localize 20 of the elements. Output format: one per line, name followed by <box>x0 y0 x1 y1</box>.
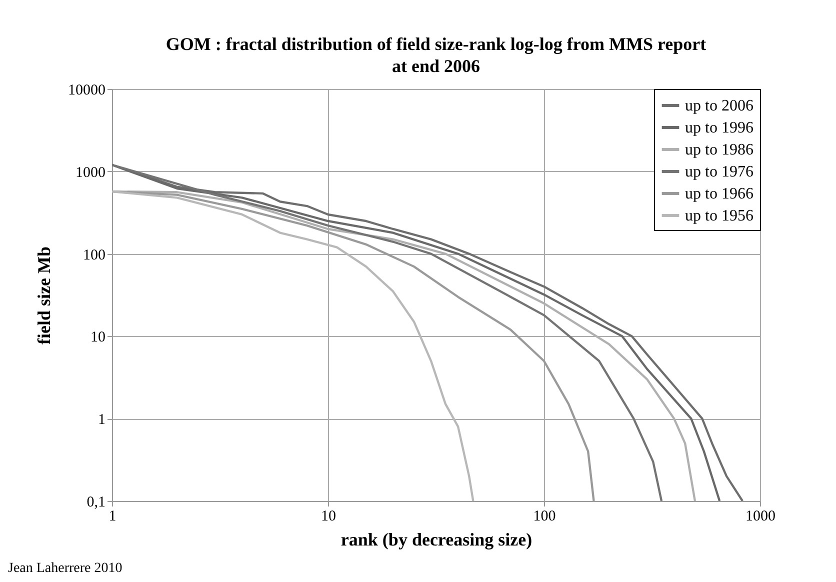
y-tick-label: 1000 <box>76 164 106 181</box>
legend-label: up to 1966 <box>685 186 754 202</box>
text: Jean Laherrere 2010 <box>8 561 122 576</box>
y-axis-title: field size Mb <box>34 246 54 344</box>
x-tick-label: 1000 <box>746 508 776 524</box>
legend-label: up to 1956 <box>685 208 754 224</box>
x-tick-label: 10 <box>321 508 336 524</box>
y-tick-label: 100 <box>83 247 106 264</box>
legend-label: up to 1996 <box>685 120 754 136</box>
chart-title: GOM : fractal distribution of field size-rank log-log from MMS report at end 2006 <box>166 34 706 76</box>
y-tick-label: 1 <box>98 412 106 428</box>
y-tick-label: 10 <box>90 330 106 346</box>
x-tick-label: 100 <box>533 508 556 524</box>
y-tick-label: 10000 <box>68 82 106 98</box>
x-tick-label: 1 <box>108 508 116 524</box>
legend-label: up to 2006 <box>685 98 754 114</box>
legend-label: up to 1976 <box>685 164 754 180</box>
y-tick-label: 0,1 <box>86 494 106 510</box>
legend-label: up to 1986 <box>685 142 754 158</box>
x-axis-title: rank (by decreasing size) <box>340 530 532 550</box>
